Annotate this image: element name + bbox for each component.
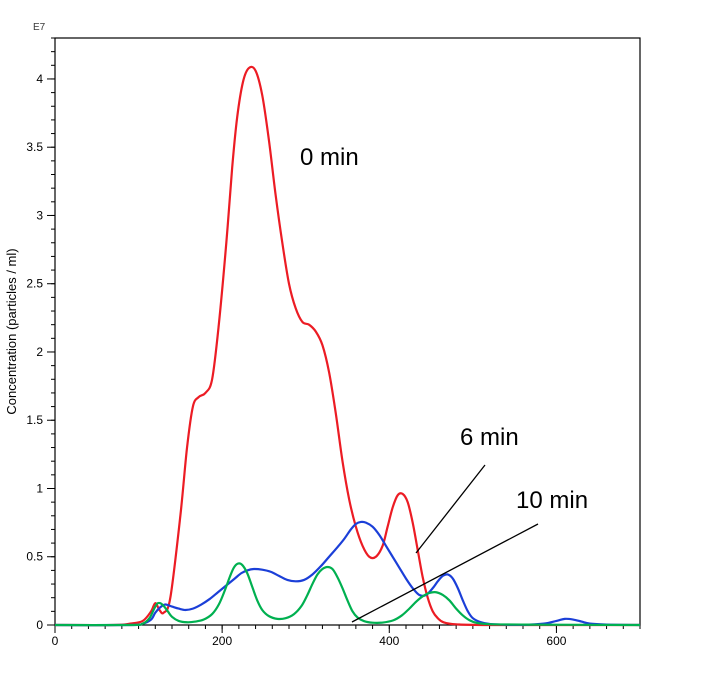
annotation-0-min: 0 min [300,144,359,171]
series-6-min [55,522,640,625]
y-tick-label: 1 [36,481,43,495]
y-tick-label: 3 [36,208,43,222]
plot-frame [55,38,640,625]
leader-6-min [416,465,485,553]
x-tick-label: 200 [212,634,232,648]
chart-container: 0 200 400 600 0 0.5 1 1.5 2 2.5 3 3.5 4 Concentration… [0,0,704,684]
x-tick-label: 600 [546,634,566,648]
y-tick-label: 4 [36,72,43,86]
y-tick-label: 0 [36,618,43,632]
leader-10-min [352,524,538,622]
annotation-10-min: 10 min [516,487,588,514]
series-10-min [55,563,640,625]
y-tick-label: 2.5 [26,277,43,291]
chart-svg: 0 200 400 600 0 0.5 1 1.5 2 2.5 3 3.5 4 Concentration… [0,0,704,684]
y-tick-label: 0.5 [26,550,43,564]
x-tick-label: 400 [379,634,399,648]
y-exponent-label: E7 [33,22,46,33]
y-axis-label: Concentration (particles / ml) [4,248,19,414]
y-tick-label: 2 [36,345,43,359]
x-tick-label: 0 [52,634,59,648]
y-tick-label: 3.5 [26,140,43,154]
annotation-6-min: 6 min [460,424,519,451]
y-tick-label: 1.5 [26,413,43,427]
